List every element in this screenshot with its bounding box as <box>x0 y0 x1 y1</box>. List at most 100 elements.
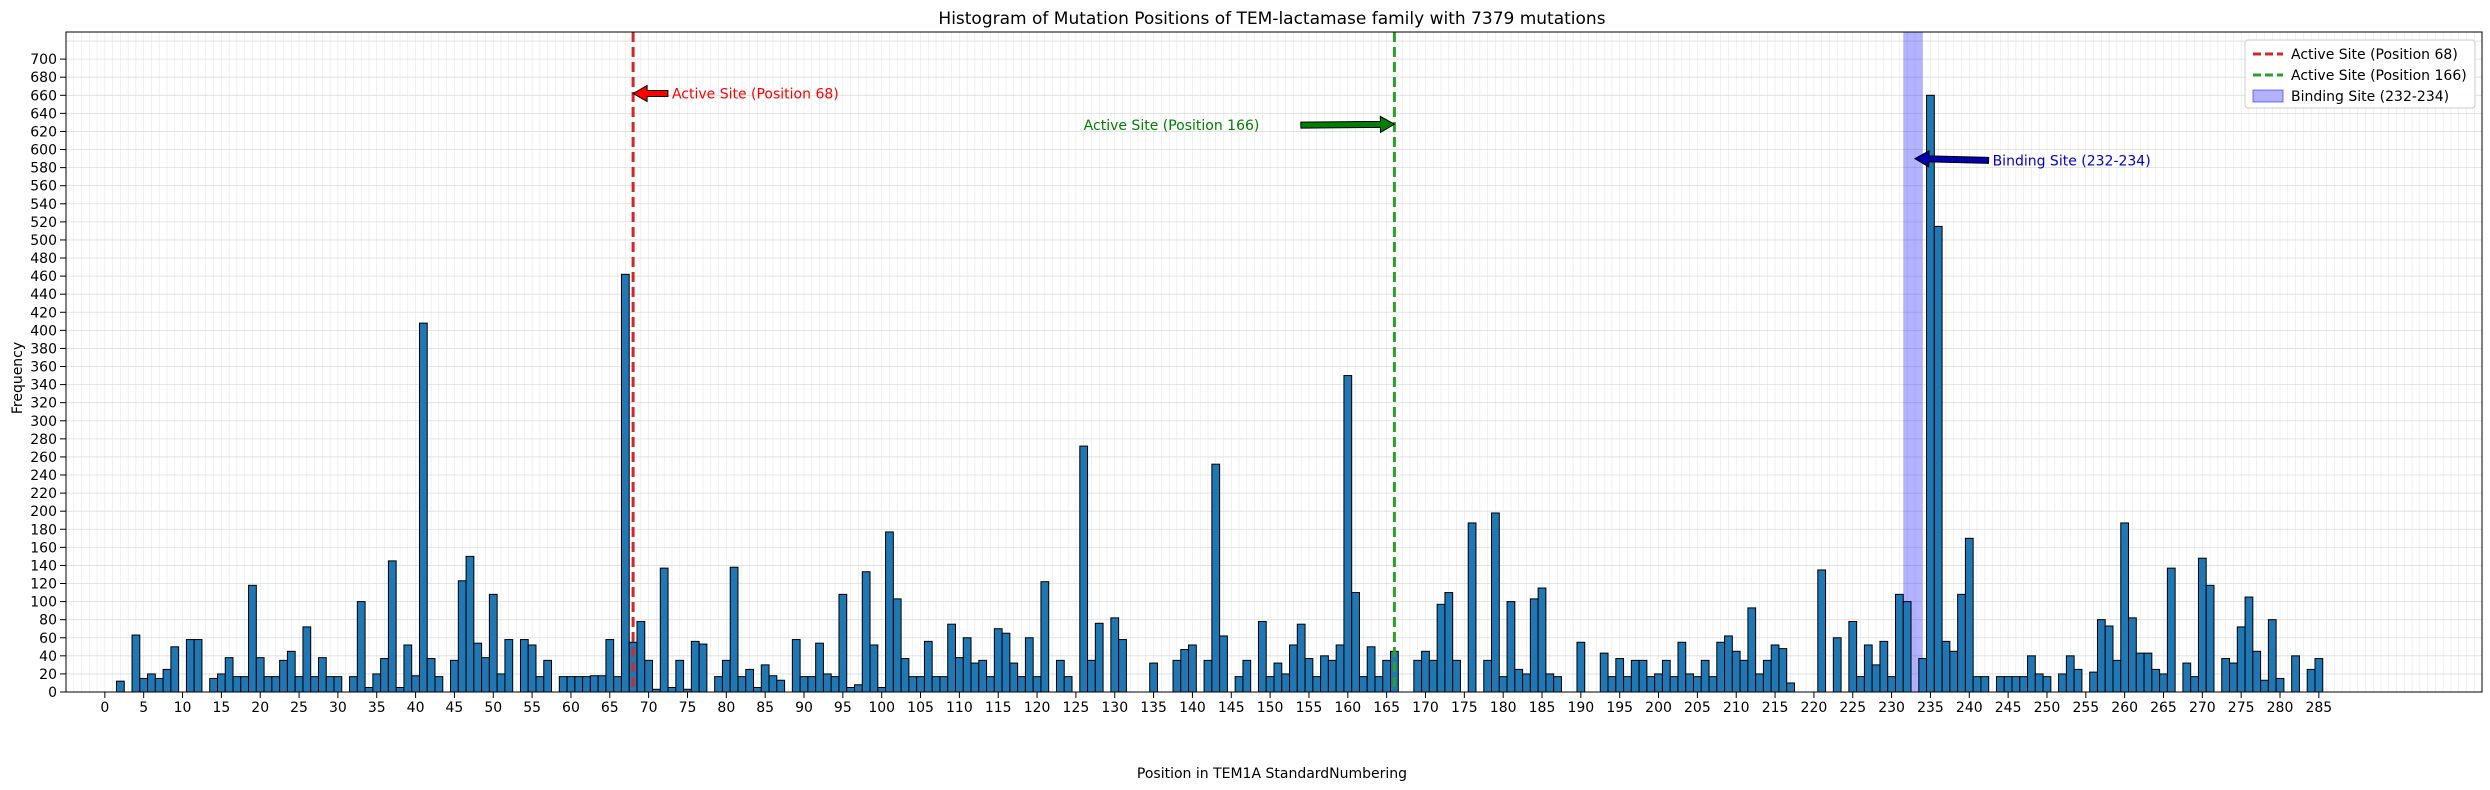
x-tick-label: 30 <box>329 700 347 716</box>
histogram-bar <box>434 676 444 693</box>
histogram-bar <box>1335 644 1345 693</box>
x-tick-label: 190 <box>1567 700 1594 716</box>
histogram-bar <box>1778 648 1788 693</box>
histogram-bar <box>2135 652 2145 693</box>
histogram-bar <box>2027 655 2036 693</box>
histogram-bar <box>131 634 141 693</box>
histogram-bar <box>854 684 863 693</box>
histogram-bar <box>2104 625 2114 693</box>
y-tick-label: 60 <box>39 631 57 647</box>
x-tick-label: 85 <box>756 700 774 716</box>
histogram-bar <box>2252 650 2262 693</box>
histogram-bar <box>2151 668 2161 693</box>
y-tick-label: 560 <box>30 179 57 195</box>
histogram-bar <box>714 676 723 693</box>
histogram-bar <box>1537 587 1547 693</box>
histogram-bar <box>519 639 529 693</box>
histogram-bar <box>1087 659 1096 693</box>
histogram-bar <box>1677 641 1687 693</box>
histogram-bar <box>2236 626 2246 693</box>
y-tick-label: 580 <box>30 161 57 177</box>
histogram-bar <box>1428 659 1438 693</box>
annotation-arrow <box>632 84 669 103</box>
histogram-bar <box>1545 673 1555 693</box>
histogram-bar <box>2019 676 2029 693</box>
histogram-bar <box>1692 676 1702 693</box>
histogram-bar <box>729 566 739 693</box>
x-tick-label: 15 <box>212 700 230 716</box>
histogram-bar <box>333 676 343 693</box>
histogram-bar <box>147 673 156 693</box>
x-tick-label: 270 <box>2189 700 2216 716</box>
histogram-bar <box>675 659 685 693</box>
histogram-bar <box>426 658 436 693</box>
histogram-bar <box>1731 650 1741 693</box>
histogram-bar <box>636 620 646 693</box>
histogram-bar <box>364 686 374 693</box>
histogram-bar <box>993 628 1003 693</box>
histogram-bar <box>232 676 242 693</box>
histogram-bar <box>1762 659 1772 693</box>
histogram-bar <box>1894 593 1904 693</box>
x-tick-label: 55 <box>523 700 541 716</box>
histogram-bar <box>496 673 506 693</box>
x-tick-label: 125 <box>1063 700 1090 716</box>
x-tick-label: 160 <box>1334 700 1361 716</box>
histogram-bar <box>1514 668 1524 693</box>
histogram-bar <box>1281 673 1291 693</box>
x-tick-label: 275 <box>2228 700 2255 716</box>
x-tick-label: 10 <box>174 700 192 716</box>
histogram-bar <box>1576 641 1586 693</box>
histogram-bar <box>457 580 467 693</box>
histogram-bar <box>954 657 964 693</box>
histogram-bar <box>1623 676 1632 693</box>
histogram-bar <box>2034 673 2044 693</box>
histogram-bar <box>799 676 809 693</box>
y-tick-label: 680 <box>30 70 57 86</box>
histogram-bar <box>504 639 514 693</box>
histogram-bar <box>2275 677 2285 693</box>
histogram-bar <box>535 676 545 693</box>
histogram-bar <box>768 675 778 693</box>
x-tick-label: 115 <box>985 700 1012 716</box>
histogram-bar <box>1001 632 1011 693</box>
histogram-bar <box>753 686 762 693</box>
x-tick-label: 140 <box>1179 700 1206 716</box>
histogram-bar <box>1024 637 1034 693</box>
histogram-bar <box>745 668 755 693</box>
histogram-bar <box>1646 676 1656 693</box>
y-tick-label: 420 <box>30 305 57 321</box>
histogram-bar <box>294 676 304 693</box>
histogram-bar <box>1863 644 1873 693</box>
histogram-bar <box>1491 512 1500 693</box>
legend-swatch-patch <box>2252 89 2284 103</box>
histogram-bar <box>566 676 576 693</box>
histogram-bar <box>543 659 553 693</box>
histogram-bar <box>450 659 459 693</box>
histogram-bar <box>1918 658 1928 693</box>
histogram-bar <box>2112 659 2122 693</box>
x-tick-label: 260 <box>2111 700 2138 716</box>
histogram-bar <box>962 637 972 693</box>
histogram-bar <box>356 601 366 693</box>
histogram-bar <box>1265 676 1275 693</box>
histogram-bar <box>240 676 250 693</box>
y-tick-label: 660 <box>30 88 57 104</box>
x-tick-label: 100 <box>868 700 895 716</box>
histogram-bar <box>1358 676 1368 693</box>
y-tick-label: 260 <box>30 450 57 466</box>
histogram-bar <box>1343 375 1353 693</box>
x-tick-label: 285 <box>2305 700 2332 716</box>
histogram-bar <box>822 673 832 693</box>
histogram-bar <box>286 650 296 693</box>
reference-lines-layer <box>631 32 1396 692</box>
x-tick-label: 40 <box>407 700 425 716</box>
x-tick-label: 145 <box>1218 700 1245 716</box>
x-tick-label: 95 <box>834 700 852 716</box>
histogram-bar <box>900 658 910 693</box>
y-tick-label: 480 <box>30 251 57 267</box>
y-tick-label: 700 <box>30 52 57 68</box>
histogram-bar <box>620 273 630 693</box>
histogram-bar <box>1351 592 1360 693</box>
histogram-bar <box>1879 640 1889 693</box>
